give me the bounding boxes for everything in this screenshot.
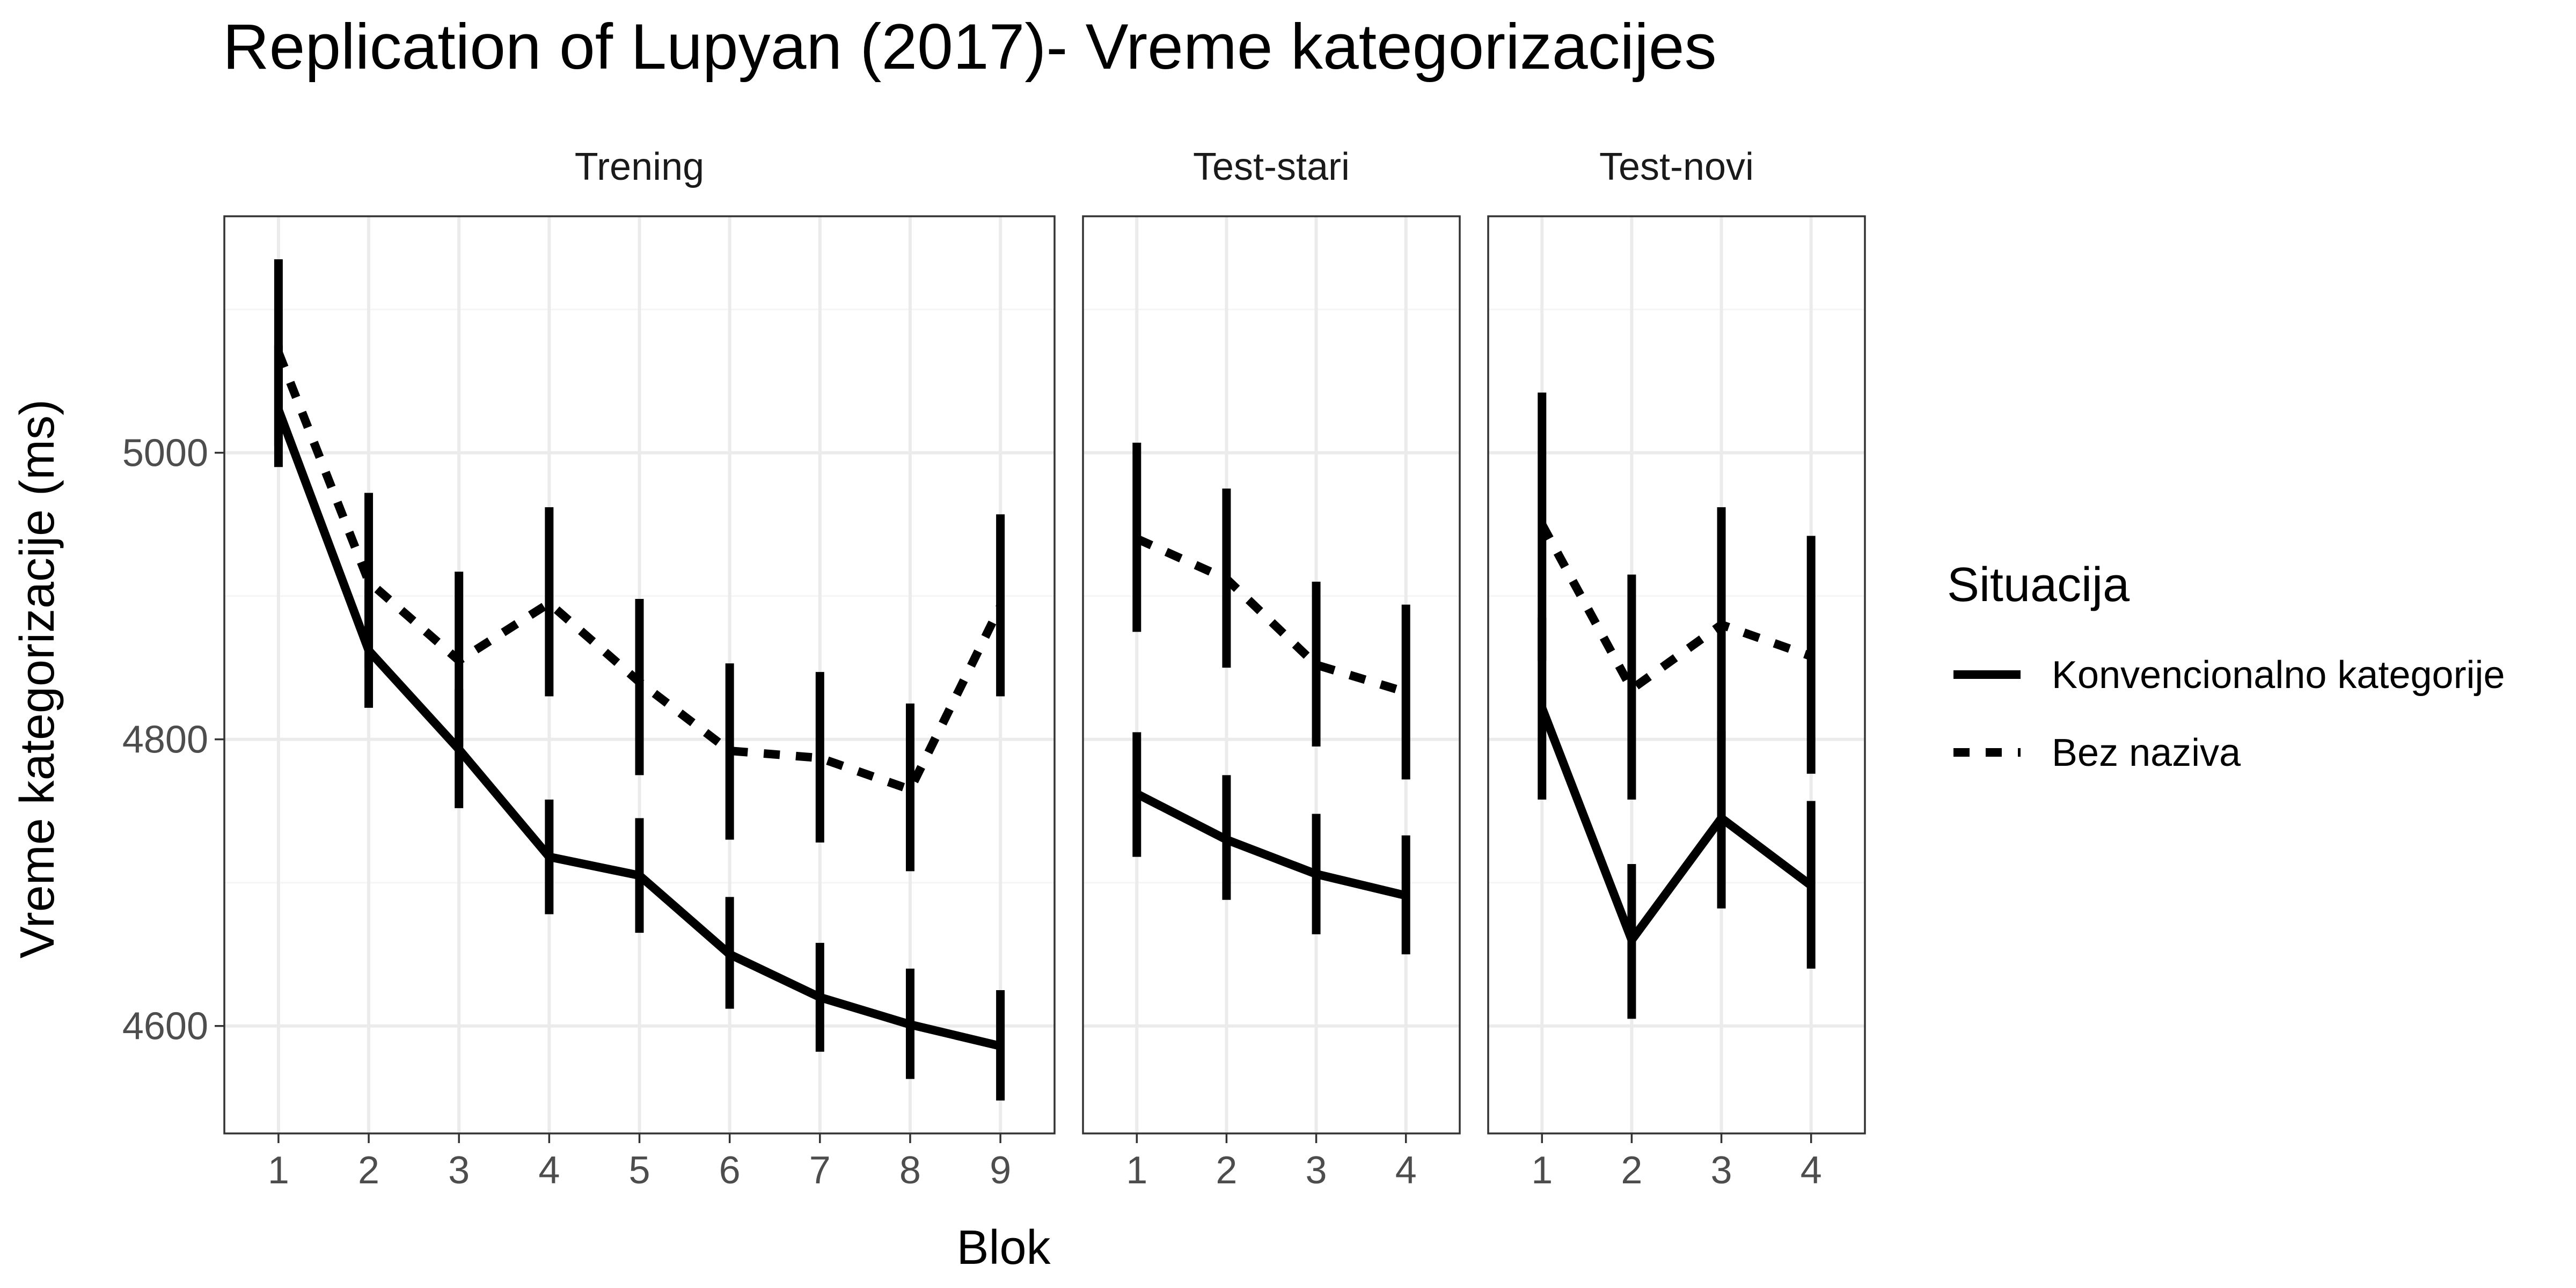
x-tick-label: 2 [1621,1149,1642,1192]
x-tick-label: 4 [1801,1149,1822,1192]
x-tick-label: 4 [1395,1149,1417,1192]
panel-border [223,215,1056,1135]
series-konvencionalno-kategorije [1132,732,1410,955]
facet-strip-label: Test-novi [1599,145,1754,188]
x-tick-label: 1 [1531,1149,1553,1192]
y-axis-title: Vreme kategorizacije (ms) [11,399,64,958]
x-tick-label: 1 [268,1149,289,1192]
facet-test-stari: Test-stari 1 2 3 4 [1082,145,1461,1192]
x-tick-label: 3 [448,1149,470,1192]
panel-border [1487,215,1866,1135]
x-tick-label: 5 [628,1149,650,1192]
facet-strip-label: Test-stari [1193,145,1350,188]
y-tick-label: 5000 [122,432,208,475]
facet-strip-label: Trening [575,145,704,188]
facet-panels: 4600 4800 5000 Trening 1 2 3 4 5 6 7 8 9 Test-stari 1 2… [122,145,1866,1192]
series-bez-naziva [1538,392,1816,800]
x-tick-label: 9 [990,1149,1011,1192]
series-line [274,408,1001,1050]
series-bez-naziva [1132,442,1410,780]
legend-title: Situacija [1947,558,2130,612]
x-axis-title: Blok [956,1221,1051,1275]
x-tick-label: 7 [809,1149,831,1192]
x-tick-label: 4 [538,1149,560,1192]
x-tick-label: 2 [1216,1149,1237,1192]
series-line [1538,522,1813,694]
facet-trening: Trening 1 2 3 4 5 6 7 8 9 [223,145,1056,1192]
series-konvencionalno-kategorije [1538,617,1816,1019]
x-tick-label: 3 [1306,1149,1327,1192]
series-line [274,350,1005,794]
series-line [1135,535,1408,697]
series-bez-naziva [274,259,1005,872]
x-tick-label: 3 [1711,1149,1732,1192]
legend: Situacija Konvencionalno kategorije Bez n… [1947,558,2505,774]
series-line [1135,790,1407,900]
panel-border [1082,215,1461,1135]
legend-label: Konvencionalno kategorije [2052,654,2505,697]
legend-items: Konvencionalno kategorije Bez naziva [1953,654,2505,774]
x-tick-label: 2 [358,1149,379,1192]
x-tick-label: 1 [1126,1149,1147,1192]
legend-label: Bez naziva [2052,731,2241,774]
facet-test-novi: Test-novi 1 2 3 4 [1487,145,1866,1192]
series-line [1538,706,1814,945]
y-tick-label: 4600 [122,1005,208,1048]
y-tick-label: 4800 [122,719,208,762]
x-tick-label: 8 [899,1149,921,1192]
x-tick-label: 6 [719,1149,741,1192]
chart-title: Replication of Lupyan (2017)- Vreme kate… [223,11,1717,83]
